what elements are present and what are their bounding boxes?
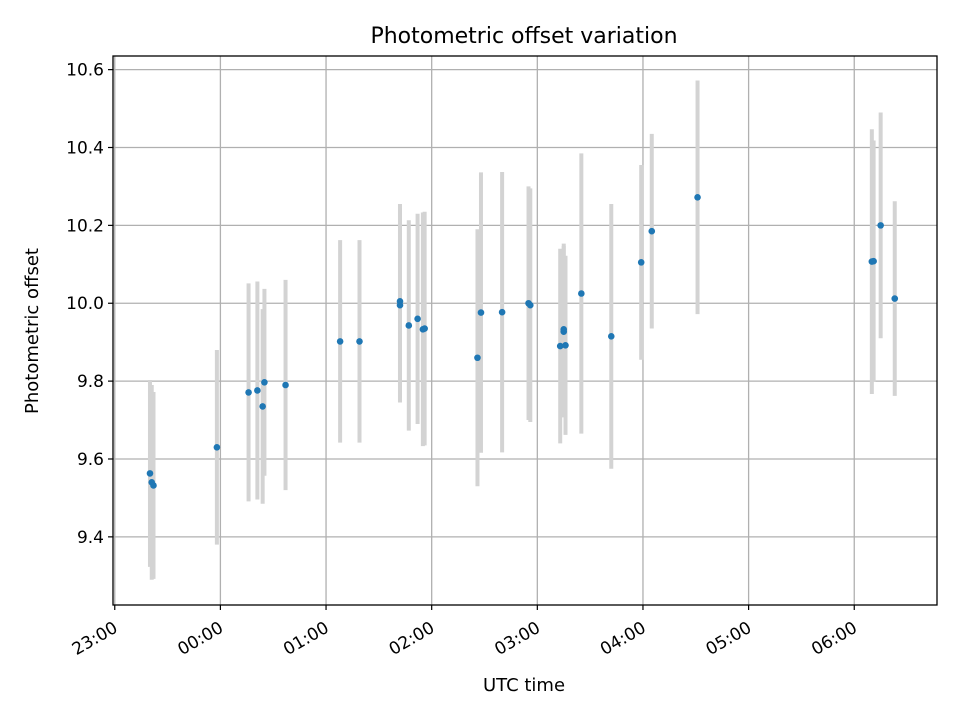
data-point <box>245 389 252 396</box>
x-axis-ticks: 23:00 00:00 01:00 02:00 03:00 04:00 05:00 06:00 <box>69 605 861 660</box>
data-point <box>261 378 268 386</box>
y-tick-label: 10.4 <box>66 139 104 159</box>
y-tick-label: 10.0 <box>66 294 104 314</box>
plot-frame <box>112 55 938 606</box>
data-point <box>578 290 585 297</box>
data-point <box>607 333 615 340</box>
data-point <box>146 470 154 477</box>
data-point <box>254 387 261 394</box>
y-tick-label: 9.8 <box>77 372 104 392</box>
grid-lines <box>113 56 937 605</box>
data-point <box>891 295 899 302</box>
y-tick-label: 9.6 <box>77 450 104 470</box>
data-point <box>562 341 569 349</box>
data-point <box>474 354 481 362</box>
y-axis-ticks: 9.4 9.6 9.8 10.0 10.2 10.4 10.6 <box>66 61 113 548</box>
data-point <box>870 257 877 265</box>
data-point <box>421 325 428 332</box>
x-axis-label: UTC time <box>483 675 565 696</box>
y-tick-label: 9.4 <box>77 528 104 548</box>
data-point <box>637 259 645 266</box>
data-point <box>477 309 485 316</box>
x-tick-label: 23:00 <box>69 618 121 660</box>
data-point <box>213 444 221 451</box>
data-point <box>282 381 289 389</box>
error-bars <box>147 80 897 580</box>
x-tick-label: 02:00 <box>386 618 438 660</box>
data-point <box>414 315 421 323</box>
y-tick-label: 10.2 <box>66 216 104 236</box>
x-tick-label: 03:00 <box>491 618 543 660</box>
x-tick-label: 01:00 <box>280 618 332 660</box>
data-point <box>498 308 506 316</box>
data-point <box>405 322 413 329</box>
data-point <box>556 342 564 350</box>
data-point <box>877 222 884 229</box>
data-point <box>259 403 266 410</box>
x-tick-label: 04:00 <box>597 618 649 660</box>
x-tick-label: 06:00 <box>808 618 860 660</box>
data-point <box>396 301 404 309</box>
data-points <box>146 194 899 489</box>
x-tick-label: 00:00 <box>174 618 226 660</box>
y-axis-label: Photometric offset <box>22 248 43 414</box>
data-point <box>526 301 534 309</box>
chart-title: Photometric offset variation <box>370 24 677 49</box>
y-tick-label: 10.6 <box>66 61 104 81</box>
data-point <box>336 338 344 345</box>
data-point <box>560 328 568 335</box>
data-point <box>150 482 157 489</box>
x-tick-label: 05:00 <box>703 618 755 660</box>
data-point <box>356 338 363 345</box>
data-point <box>648 227 656 235</box>
data-point <box>694 194 701 201</box>
